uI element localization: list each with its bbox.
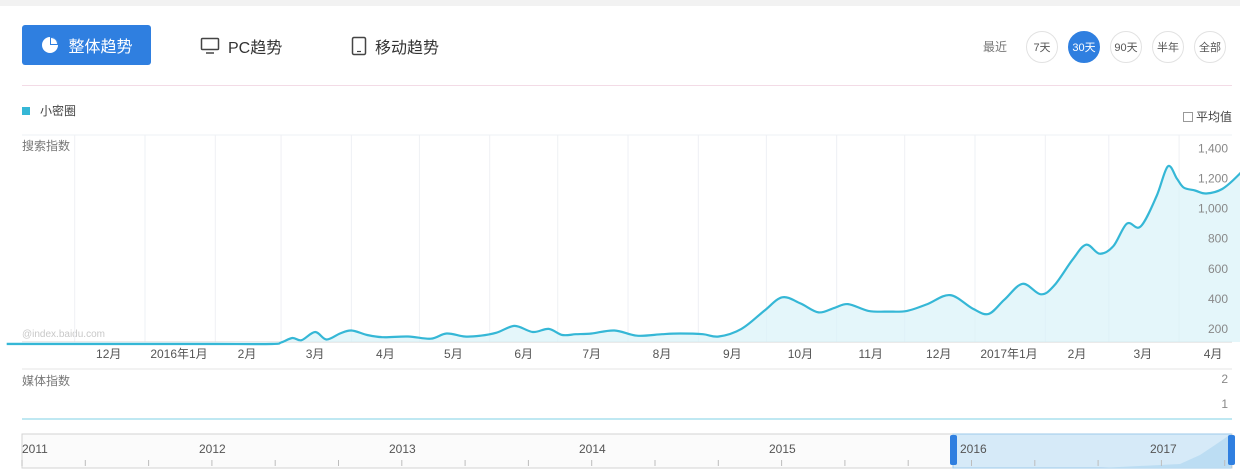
tab-overall-trend[interactable]: 整体趋势 (22, 25, 151, 65)
media-y-tick-label: 1 (1221, 397, 1228, 411)
tab-mobile-label: 移动趋势 (375, 40, 440, 57)
x-tick-label: 7月 (582, 347, 601, 361)
x-tick-label: 3月 (1133, 347, 1152, 361)
watermark: @index.baidu.com (22, 329, 105, 340)
x-tick-label: 9月 (723, 347, 742, 361)
y-tick-label: 200 (1208, 322, 1228, 336)
x-tick-label: 2月 (1068, 347, 1087, 361)
media-y-tick-label: 2 (1221, 372, 1228, 386)
range-all-button[interactable]: 全部 (1194, 31, 1226, 63)
navigator-year-label: 2017 (1150, 442, 1177, 456)
top-strip (0, 0, 1240, 6)
navigator-left-handle[interactable] (950, 435, 957, 465)
y-tick-label: 1,000 (1198, 202, 1228, 216)
range-90-days-button[interactable]: 90天 (1110, 31, 1142, 63)
navigator-right-handle[interactable] (1228, 435, 1235, 465)
tab-pc-trend[interactable]: PC趋势 (200, 33, 282, 59)
media-index-label: 媒体指数 (22, 374, 71, 388)
y-tick-label: 600 (1208, 262, 1228, 276)
average-checkbox[interactable] (1183, 111, 1193, 122)
pie-chart-icon (42, 37, 59, 53)
tab-mobile-trend[interactable]: 移动趋势 (351, 33, 439, 59)
y-tick-label: 800 (1208, 232, 1228, 246)
x-tick-label: 10月 (788, 347, 813, 361)
series-line (6, 164, 1240, 346)
range-half-year-button[interactable]: 半年 (1152, 31, 1184, 63)
range-30-days-button[interactable]: 30天 (1068, 31, 1100, 63)
header-divider (22, 85, 1232, 86)
navigator-year-label: 2011 (22, 442, 48, 456)
x-tick-label: 3月 (306, 347, 325, 361)
x-tick-label: 11月 (858, 347, 882, 361)
navigator-year-label: 2014 (579, 442, 606, 456)
navigator-mini-series (1100, 434, 1231, 468)
y-tick-label: 1,400 (1198, 141, 1228, 155)
x-tick-label: 4月 (1204, 347, 1223, 361)
tab-pc-label: PC趋势 (228, 40, 283, 57)
navigator-year-label: 2013 (389, 442, 416, 456)
x-tick-label: 8月 (653, 347, 672, 361)
x-tick-label: 12月 (926, 347, 951, 361)
average-label: 平均值 (1196, 110, 1233, 124)
x-tick-label: 5月 (444, 347, 463, 361)
navigator-year-label: 2015 (769, 442, 796, 456)
y-tick-label: 1,200 (1198, 172, 1228, 186)
tab-overall-label: 整体趋势 (68, 39, 133, 56)
navigator-year-label: 2016 (960, 442, 987, 456)
legend-swatch (22, 106, 30, 115)
x-tick-label: 6月 (514, 347, 533, 361)
search-index-label: 搜索指数 (22, 139, 71, 153)
x-tick-label: 2017年1月 (980, 347, 1037, 361)
x-tick-label: 4月 (376, 347, 395, 361)
series-area-fill (6, 165, 1240, 345)
x-tick-label: 2016年1月 (150, 347, 207, 361)
recent-label: 最近 (983, 40, 1008, 54)
average-toggle[interactable]: 平均值 (1183, 108, 1232, 125)
x-tick-label: 12月 (96, 347, 121, 361)
y-tick-label: 400 (1208, 292, 1228, 306)
monitor-icon (200, 37, 220, 54)
navigator-year-label: 2012 (199, 442, 226, 456)
range-7-days-button[interactable]: 7天 (1026, 31, 1058, 63)
x-tick-label: 2月 (238, 347, 257, 361)
legend-label: 小密圈 (40, 104, 77, 118)
legend[interactable]: 小密圈 (22, 102, 76, 119)
tablet-icon (351, 36, 367, 56)
